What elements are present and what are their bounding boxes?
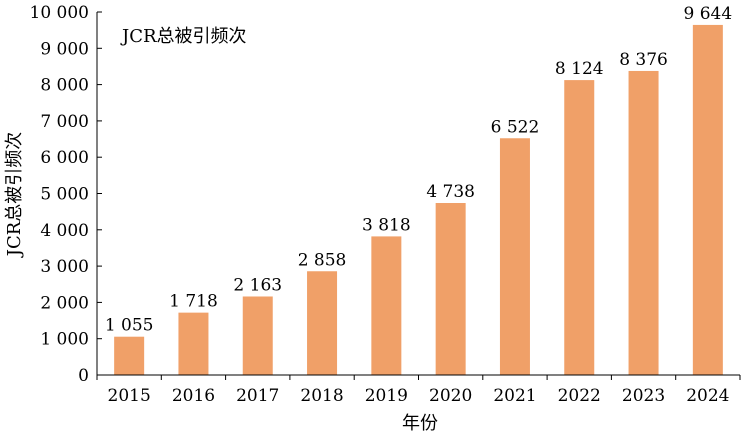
x-tick-label: 2019 [365,386,408,406]
x-ticks: 2015 2016 2017 2018 2019 2020 2021 2022 2023 2024 [96,375,741,406]
y-tick-label: 0 [78,366,89,386]
y-tick-label: 1 000 [40,330,89,350]
bar-2022 [564,80,595,375]
x-axis-title: 年份 [402,413,438,434]
x-tick-label: 2016 [172,386,215,406]
bar-2021 [499,138,530,375]
x-tick-label: 2022 [558,386,601,406]
y-tick-label: 8 000 [40,76,89,96]
y-tick-label: 3 000 [40,257,89,277]
y-axis-title: JCR总被引频次 [4,132,25,259]
data-label-2017: 2 163 [233,275,282,295]
data-label-2019: 3 818 [362,215,411,235]
data-label-2022: 8 124 [555,59,604,79]
chart-title: JCR总被引频次 [120,26,247,47]
data-label-2021: 6 522 [491,117,540,137]
x-tick-label: 2017 [236,386,279,406]
bars-layer [114,24,723,376]
data-label-2020: 4 738 [426,182,475,202]
bar-2024 [692,24,723,376]
data-label-2016: 1 718 [169,292,218,312]
x-tick-label: 2018 [300,386,343,406]
bar-2015 [114,336,145,375]
x-tick-label: 2020 [429,386,472,406]
data-label-2024: 9 644 [684,4,733,24]
x-tick-label: 2015 [108,386,151,406]
y-tick-label: 10 000 [30,3,89,23]
y-tick-label: 4 000 [40,221,89,241]
data-label-2023: 8 376 [619,50,668,70]
y-tick-label: 9 000 [40,39,89,59]
x-tick-label: 2024 [686,386,729,406]
data-labels: 1 055 1 718 2 163 2 858 3 818 4 738 6 522 8 124… [105,4,732,336]
bar-2019 [371,236,402,375]
data-label-2015: 1 055 [105,316,154,336]
bar-2018 [307,271,338,375]
x-tick-label: 2023 [622,386,665,406]
x-tick-label: 2021 [493,386,536,406]
y-tick-label: 7 000 [40,112,89,132]
y-ticks: 0 1 000 2 000 3 000 4 000 5 000 6 000 7 000 8 00… [30,3,102,386]
y-tick-label: 6 000 [40,148,89,168]
bar-2020 [435,203,466,375]
bar-2017 [242,296,273,375]
bar-2016 [178,312,209,375]
y-tick-label: 5 000 [40,185,89,205]
data-label-2018: 2 858 [298,250,347,270]
bar-2023 [628,70,659,375]
y-tick-label: 2 000 [40,293,89,313]
